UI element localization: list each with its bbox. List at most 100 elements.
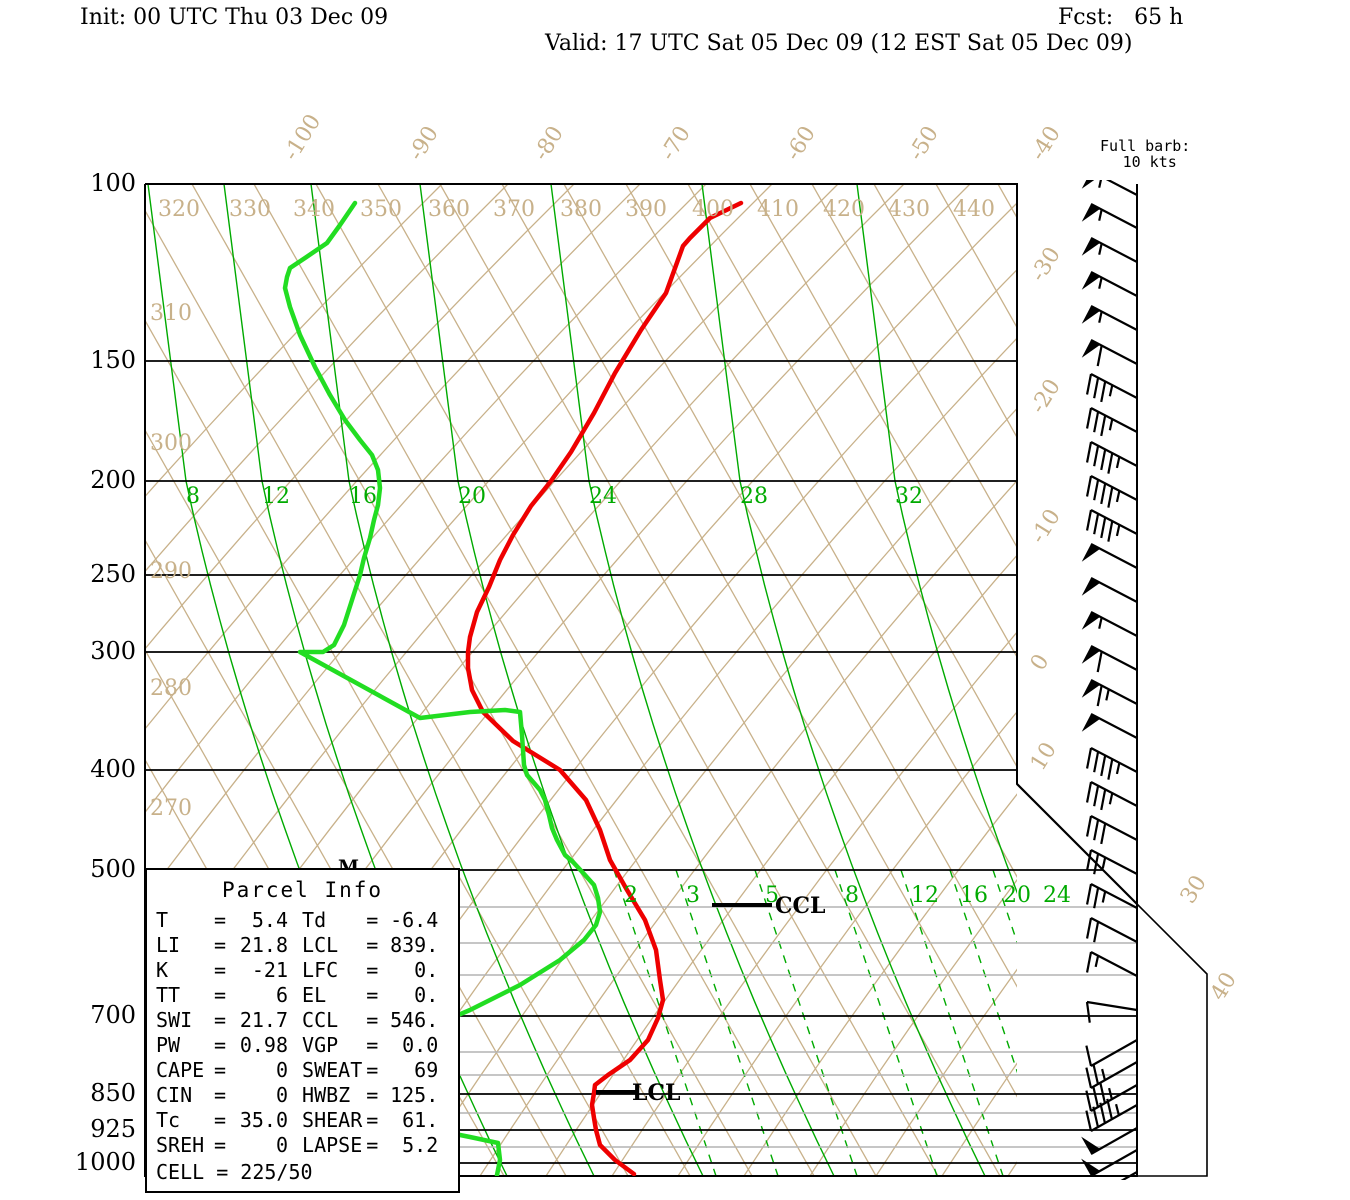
init-time-label: Init: 00 UTC Thu 03 Dec 09 — [80, 5, 389, 30]
parcel-info-table: T = 5.4 Td = -6.4 LI = 21.8 LCL = 839. K = -21 LFC = 0… — [155, 908, 439, 1158]
mixing-ratio-label-3: 3 — [686, 883, 700, 908]
wind-barb — [1081, 679, 1138, 707]
wind-barb — [1085, 407, 1138, 437]
wind-barb — [1085, 475, 1138, 508]
isotherm-label--60: -60 — [781, 122, 821, 165]
parcel-value-HWBZ: 125. — [390, 1083, 439, 1107]
valid-time-label: Valid: 17 UTC Sat 05 Dec 09 (12 EST Sat … — [545, 31, 1133, 56]
theta-label-360: 360 — [428, 197, 470, 222]
pressure-tick-400: 400 — [90, 755, 136, 783]
theta-label-410: 410 — [757, 197, 799, 222]
parcel-key-K: K — [156, 958, 169, 982]
moist-adiabat-label-16: 16 — [349, 484, 377, 509]
parcel-eq: = — [366, 933, 379, 957]
parcel-value-LAPSE: 5.2 — [402, 1133, 439, 1157]
parcel-value-CIN: 0 — [275, 1083, 288, 1107]
wind-barb — [1081, 611, 1138, 637]
lcl-marker — [596, 1090, 636, 1094]
moist-adiabat-label-24: 24 — [589, 484, 617, 509]
parcel-eq: = — [366, 1008, 379, 1032]
parcel-eq: = — [366, 983, 379, 1007]
forecast-hour-label: Fcst: 65 h — [1058, 5, 1184, 30]
parcel-row: LI = 21.8 LCL = 839. — [155, 933, 439, 958]
parcel-key-SWEAT: SWEAT — [290, 1058, 363, 1082]
parcel-row: Tc = 35.0 SHEAR = 61. — [155, 1108, 439, 1133]
parcel-row: CAPE = 0 SWEAT = 69 — [155, 1058, 439, 1083]
parcel-value-LFC: 0. — [414, 958, 439, 982]
sounding-curves — [277, 200, 744, 1176]
wind-barb — [1085, 1082, 1138, 1112]
parcel-key-HWBZ: HWBZ — [290, 1083, 351, 1107]
parcel-value-TT: 6 — [275, 983, 288, 1007]
wind-barb — [1085, 1098, 1138, 1132]
parcel-key-Tc: Tc — [156, 1108, 181, 1132]
parcel-key-Td: Td — [290, 908, 327, 932]
parcel-eq: = — [366, 1083, 379, 1107]
ccl-marker — [712, 903, 772, 907]
isotherm-label--10: -10 — [1026, 505, 1066, 548]
pressure-tick-850: 850 — [90, 1079, 136, 1107]
isotherm-label-0: 0 — [1026, 650, 1055, 675]
parcel-value-LI: 21.8 — [239, 933, 288, 957]
parcel-eq: = — [366, 958, 379, 982]
parcel-row: TT = 6 EL = 0. — [155, 983, 439, 1008]
parcel-key-T: T — [156, 908, 169, 932]
parcel-value-Tc: 35.0 — [239, 1108, 288, 1132]
lcl-label: LCL — [632, 1080, 681, 1106]
theta-label-330: 330 — [229, 197, 271, 222]
parcel-value-SWI: 21.7 — [239, 1008, 288, 1032]
parcel-key-PW: PW — [156, 1033, 181, 1057]
parcel-key-LAPSE: LAPSE — [290, 1133, 363, 1157]
wind-barb — [1085, 815, 1138, 845]
parcel-value-VGP: 0.0 — [402, 1033, 439, 1057]
isotherm-label--40: -40 — [1026, 122, 1066, 165]
wind-barb — [1081, 237, 1138, 263]
parcel-key-TT: TT — [156, 983, 181, 1007]
isotherm-label-10: 10 — [1026, 738, 1062, 775]
parcel-value-SWEAT: 69 — [414, 1058, 439, 1082]
wind-barb — [1081, 339, 1138, 367]
parcel-key-CCL: CCL — [290, 1008, 339, 1032]
theta-label-340: 340 — [293, 197, 335, 222]
moist-adiabat-label-20: 20 — [458, 484, 486, 509]
wind-barb — [1085, 747, 1138, 780]
wind-barb — [1085, 1000, 1138, 1023]
wind-barb — [1085, 1061, 1138, 1089]
wind-barb — [1081, 1127, 1138, 1155]
parcel-value-SREH: 0 — [275, 1133, 288, 1157]
parcel-row: PW = 0.98 VGP = 0.0 — [155, 1033, 439, 1058]
theta-label-320: 320 — [158, 197, 200, 222]
parcel-row: T = 5.4 Td = -6.4 — [155, 908, 439, 933]
mixing-ratio-label-16: 16 — [960, 883, 988, 908]
mixing-ratio-label-8: 8 — [845, 883, 859, 908]
parcel-row: CIN = 0 HWBZ = 125. — [155, 1083, 439, 1108]
mixing-ratio-label-24: 24 — [1043, 883, 1071, 908]
wind-barb — [1085, 917, 1138, 943]
isotherm-label--80: -80 — [529, 122, 569, 165]
theta-label-280: 280 — [150, 676, 192, 701]
wind-barb — [1085, 781, 1138, 811]
mixing-ratio-label-20: 20 — [1003, 883, 1031, 908]
wind-barb — [1081, 543, 1138, 569]
wind-barb — [1081, 203, 1138, 229]
wind-barb — [1081, 713, 1138, 739]
isotherm-label--30: -30 — [1026, 243, 1066, 286]
pressure-tick-300: 300 — [90, 637, 136, 665]
parcel-eq: = — [213, 1008, 227, 1032]
wind-barb — [1081, 577, 1138, 603]
theta-label-420: 420 — [823, 197, 865, 222]
parcel-eq: = — [213, 908, 227, 932]
pressure-tick-700: 700 — [90, 1001, 136, 1029]
parcel-value-SHEAR: 61. — [402, 1108, 439, 1132]
wind-barb — [1085, 441, 1138, 474]
wind-barb — [1085, 849, 1138, 875]
parcel-info-panel: Parcel Info T = 5.4 Td = -6.4 LI = 21.8 LCL = 839… — [145, 868, 460, 1193]
wind-barb — [1085, 509, 1138, 542]
parcel-eq: = — [213, 1108, 227, 1132]
parcel-key-LCL: LCL — [290, 933, 339, 957]
parcel-eq: = — [213, 933, 227, 957]
theta-label-440: 440 — [953, 197, 995, 222]
parcel-key-VGP: VGP — [290, 1033, 339, 1057]
wind-barb — [1120, 1171, 1138, 1180]
parcel-eq: = — [366, 908, 379, 932]
